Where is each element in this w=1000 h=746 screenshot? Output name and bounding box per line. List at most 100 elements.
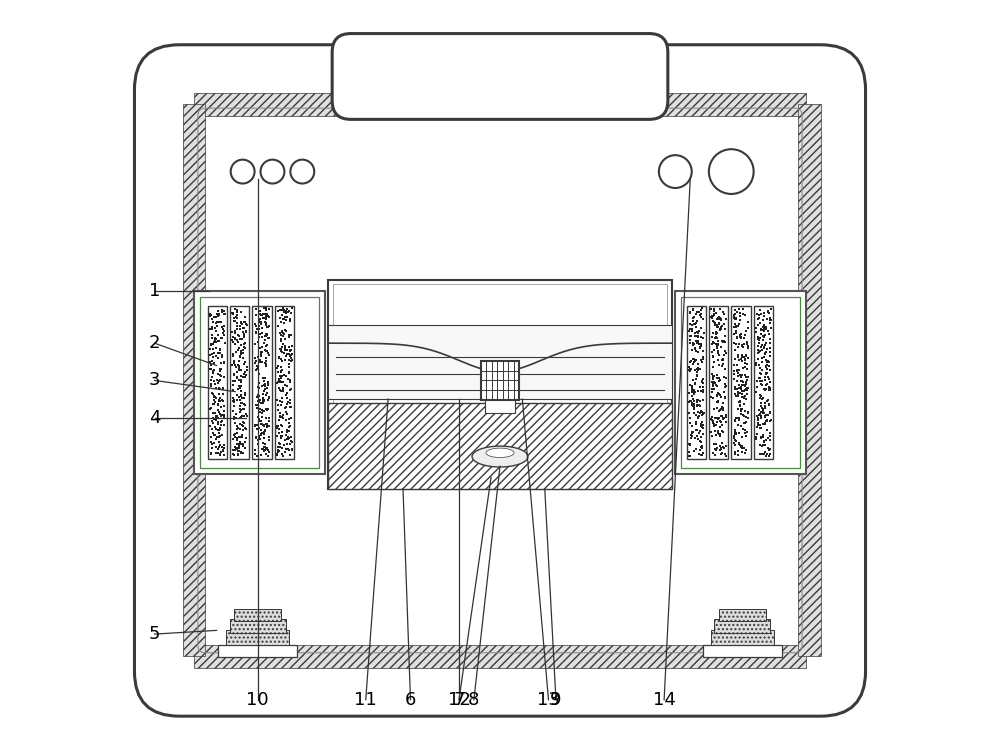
Point xyxy=(203,363,219,375)
Point xyxy=(733,371,749,383)
Point xyxy=(690,413,706,424)
Point xyxy=(225,433,241,445)
Point xyxy=(273,345,289,357)
Point xyxy=(209,410,225,422)
Point xyxy=(704,376,720,388)
Point xyxy=(740,372,756,383)
Point xyxy=(751,312,767,324)
Point xyxy=(275,330,291,342)
Point xyxy=(249,363,265,374)
Point xyxy=(251,383,267,395)
Point xyxy=(208,392,224,404)
Point xyxy=(682,417,698,429)
Point xyxy=(205,427,221,439)
Point xyxy=(206,347,222,359)
Point xyxy=(717,392,733,404)
Point xyxy=(730,390,746,402)
Point xyxy=(712,404,728,416)
Point xyxy=(690,330,706,342)
Point xyxy=(205,343,221,355)
Point xyxy=(709,412,725,424)
Point xyxy=(203,374,219,386)
Point xyxy=(690,358,706,370)
Point xyxy=(226,368,242,380)
Point xyxy=(255,372,271,384)
Point xyxy=(270,399,286,411)
Point xyxy=(754,365,770,377)
Point xyxy=(248,310,264,322)
Point xyxy=(216,305,232,317)
Point xyxy=(737,353,753,365)
Point xyxy=(712,440,728,452)
Point xyxy=(692,381,708,393)
Point xyxy=(257,444,273,456)
Point xyxy=(235,344,251,356)
Point xyxy=(755,325,771,336)
Point xyxy=(229,366,245,378)
Point xyxy=(252,328,268,340)
Point xyxy=(281,305,297,317)
Point xyxy=(256,302,272,314)
Point xyxy=(258,418,274,430)
Point xyxy=(750,331,766,343)
Point xyxy=(225,379,241,391)
Point xyxy=(212,430,228,442)
Point xyxy=(210,412,226,424)
Point xyxy=(248,364,264,376)
Point xyxy=(690,336,706,348)
Point xyxy=(750,347,766,359)
Point xyxy=(715,354,731,366)
Point xyxy=(278,313,294,325)
Point xyxy=(714,401,730,413)
Point xyxy=(694,376,710,388)
Point xyxy=(711,412,727,424)
Point xyxy=(225,348,241,360)
Point xyxy=(273,365,289,377)
Point xyxy=(726,310,742,322)
Point xyxy=(734,354,750,366)
Point xyxy=(729,383,745,395)
Point xyxy=(683,430,699,442)
Point xyxy=(706,308,722,320)
Point xyxy=(707,425,723,437)
Point xyxy=(733,441,749,453)
Point xyxy=(713,321,729,333)
Point xyxy=(684,399,700,411)
Point xyxy=(690,363,706,374)
Point xyxy=(272,370,288,382)
Point xyxy=(278,351,294,363)
Bar xyxy=(183,104,205,656)
Point xyxy=(258,358,274,370)
Point xyxy=(248,354,264,366)
Point xyxy=(247,357,263,369)
Point xyxy=(730,341,746,353)
Point xyxy=(759,378,775,390)
Point xyxy=(681,362,697,374)
Point xyxy=(709,342,725,354)
Point xyxy=(225,392,241,404)
Point xyxy=(214,351,230,363)
Point xyxy=(730,412,746,424)
Point xyxy=(249,399,265,411)
Point xyxy=(257,441,273,453)
Point xyxy=(695,372,711,384)
Point xyxy=(278,429,294,441)
Point xyxy=(686,311,702,323)
Point xyxy=(729,330,745,342)
Point xyxy=(230,448,246,460)
Point xyxy=(256,426,272,438)
Point xyxy=(248,431,264,443)
Point xyxy=(216,319,232,331)
Point xyxy=(761,382,777,394)
Point xyxy=(715,442,731,454)
Point xyxy=(250,412,266,424)
Point xyxy=(248,398,264,410)
Point xyxy=(249,450,265,462)
Point xyxy=(275,410,291,421)
Point xyxy=(203,448,219,460)
Point xyxy=(276,369,292,380)
Point xyxy=(730,403,746,415)
Point xyxy=(683,363,699,375)
Point xyxy=(687,343,703,355)
Point xyxy=(247,352,263,364)
